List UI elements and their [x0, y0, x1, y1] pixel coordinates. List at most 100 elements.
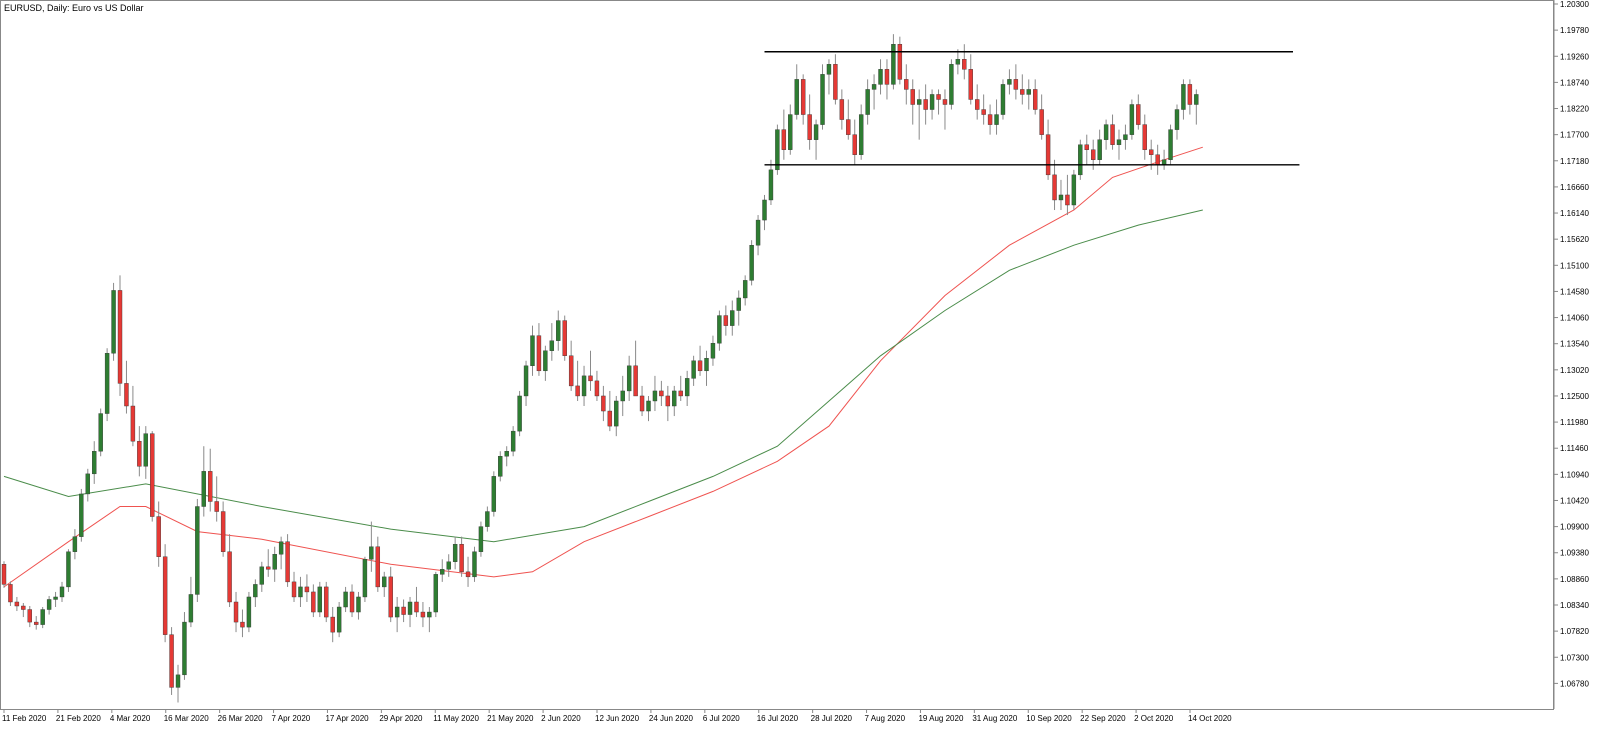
candle [150, 431, 155, 522]
candle [188, 576, 194, 628]
candle [1174, 104, 1180, 140]
candle-body [485, 511, 490, 527]
candle [929, 89, 935, 120]
candle [1013, 64, 1019, 100]
candle-body [678, 390, 683, 397]
candle-body [968, 69, 973, 100]
candle [1123, 124, 1128, 150]
candle-body [117, 290, 123, 384]
candle-body [375, 546, 381, 588]
candle-body [446, 561, 451, 570]
candle-body [1084, 144, 1089, 150]
horizontal-levels[interactable] [764, 51, 1300, 166]
candle-body [349, 591, 355, 613]
time-tick-label: 11 May 2020 [433, 714, 479, 723]
candle [1020, 74, 1025, 105]
candle [72, 529, 78, 560]
candle [14, 596, 20, 612]
candle [684, 370, 690, 407]
candle [1194, 89, 1199, 125]
candle-body [427, 611, 432, 618]
candle [510, 426, 516, 457]
candle [272, 546, 277, 582]
candle [588, 350, 593, 391]
time-tick-label: 14 Oct 2020 [1188, 714, 1232, 723]
candle-body [137, 440, 142, 467]
candle-body [1078, 144, 1083, 176]
candle [626, 355, 632, 401]
candle-body [156, 516, 161, 557]
candle-body [34, 621, 39, 625]
candle-body [498, 456, 503, 477]
candle [356, 591, 361, 620]
time-axis[interactable]: 11 Feb 2020 21 Feb 2020 4 Mar 2020 16 Mar 2… [2, 709, 1232, 723]
time-tick-label: 19 Aug 2020 [918, 714, 963, 723]
time-tick-label: 17 Apr 2020 [325, 714, 369, 723]
candle-body [259, 566, 264, 585]
candle-body [272, 554, 277, 570]
candle-body [240, 621, 245, 628]
candle-body [27, 609, 32, 623]
candle-body [401, 606, 406, 615]
candle [104, 348, 110, 422]
candle-body [994, 114, 999, 125]
candle-body [1149, 149, 1154, 155]
candle [916, 89, 922, 140]
candle [111, 282, 116, 361]
candle-body [626, 365, 632, 392]
candle-body [72, 536, 78, 552]
candle-body [955, 59, 961, 65]
time-tick-label: 31 Aug 2020 [972, 714, 1017, 723]
candle [1039, 94, 1044, 140]
candle [498, 451, 503, 482]
candle-body [1026, 89, 1031, 95]
candle-body [440, 569, 445, 575]
candle-body [491, 476, 497, 512]
candle [414, 586, 419, 618]
candle-body [317, 586, 323, 613]
candle-body [987, 114, 993, 125]
candle-body [1032, 89, 1038, 110]
candle-body [195, 506, 200, 595]
candle-body [916, 99, 922, 105]
candle-body [923, 99, 928, 110]
candle-body [175, 674, 181, 688]
candle-body [253, 584, 258, 598]
candle [459, 536, 464, 577]
candle-body [672, 390, 677, 407]
candle-body [1181, 84, 1186, 110]
candle-body [79, 493, 84, 537]
candle [162, 544, 168, 643]
price-axis[interactable]: 1.20300 1.19780 1.19260 1.18740 1.18220 1.177… [1554, 0, 1589, 688]
candle [833, 54, 838, 105]
candle-body [1103, 124, 1109, 140]
candle-body [1142, 124, 1147, 150]
candle-body [523, 365, 529, 397]
candle-body [1129, 104, 1135, 135]
candle-body [949, 64, 954, 105]
candle [8, 581, 13, 607]
candle-body [749, 245, 754, 281]
candle [826, 59, 832, 95]
candle [59, 581, 65, 602]
candle [1065, 174, 1070, 216]
candle [878, 59, 883, 95]
candle-body [652, 390, 658, 402]
candle-body [104, 353, 110, 414]
candle [34, 616, 39, 630]
candle [794, 64, 799, 120]
candle-body [130, 405, 136, 442]
candle [278, 536, 284, 570]
candle [730, 300, 735, 336]
candle-body [1155, 154, 1160, 166]
candle [259, 561, 264, 592]
candle-body [188, 594, 194, 623]
candle-body [1097, 139, 1102, 160]
candle [478, 521, 484, 557]
candle-body [1, 564, 7, 585]
candle [182, 612, 187, 680]
candle [659, 380, 664, 407]
candle [1000, 79, 1006, 120]
candle [891, 34, 896, 90]
